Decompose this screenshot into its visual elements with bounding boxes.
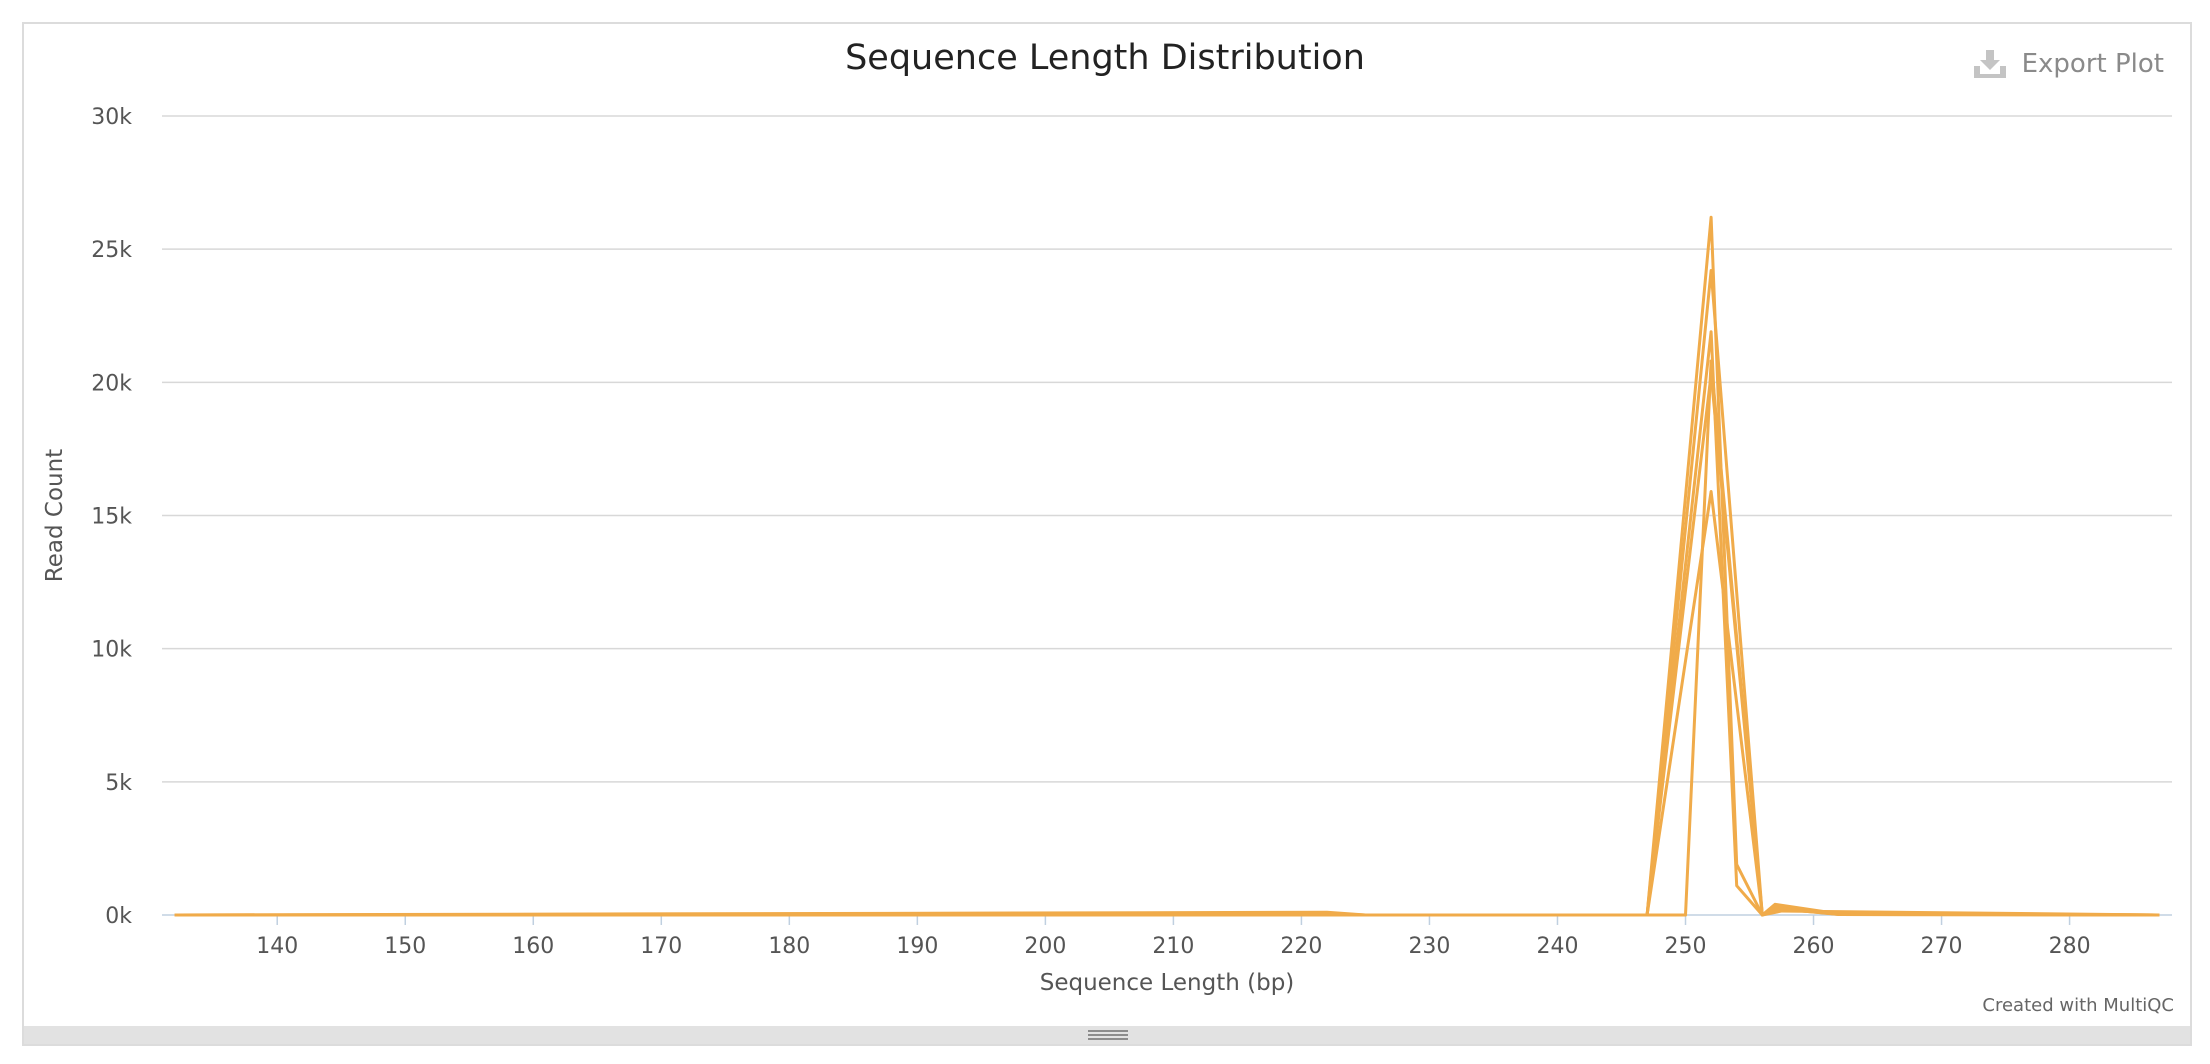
download-icon [1973,50,2006,78]
chart-panel [22,22,2192,1046]
y-tick-label: 10k [91,638,132,663]
x-tick-label: 190 [896,934,938,959]
y-tick-label: 15k [91,505,132,530]
y-tick-label: 0k [105,904,132,929]
x-tick-label: 210 [1152,934,1194,959]
chart-title: Sequence Length Distribution [845,38,1365,78]
x-tick-label: 220 [1280,934,1322,959]
x-tick-label: 250 [1665,934,1707,959]
y-axis-label: Read Count [42,449,68,582]
x-axis-label: Sequence Length (bp) [1040,970,1295,996]
x-tick-label: 140 [256,934,298,959]
multiqc-credit: Created with MultiQC [1982,995,2174,1016]
x-tick-label: 200 [1024,934,1066,959]
export-plot-label: Export Plot [2021,49,2164,79]
x-tick-label: 260 [1793,934,1835,959]
x-tick-label: 180 [768,934,810,959]
resize-grip-icon[interactable] [1088,1030,1128,1040]
y-tick-label: 20k [91,371,132,396]
y-tick-label: 30k [91,105,132,130]
y-tick-label: 5k [105,771,132,796]
x-tick-label: 230 [1408,934,1450,959]
series-line-6[interactable] [174,359,2160,917]
x-tick-label: 240 [1536,934,1578,959]
series-line-4[interactable] [174,372,2160,917]
series-line-5[interactable] [174,490,2160,917]
export-plot-button[interactable]: Export Plot [1972,48,2164,80]
x-tick-label: 150 [384,934,426,959]
x-tick-label: 160 [512,934,554,959]
y-tick-label: 25k [91,238,132,263]
x-tick-label: 170 [640,934,682,959]
series-line-1[interactable] [174,215,2160,917]
series-line-3[interactable] [174,330,2160,917]
x-tick-label: 270 [1921,934,1963,959]
series-line-2[interactable] [174,269,2160,917]
x-tick-label: 280 [2049,934,2091,959]
